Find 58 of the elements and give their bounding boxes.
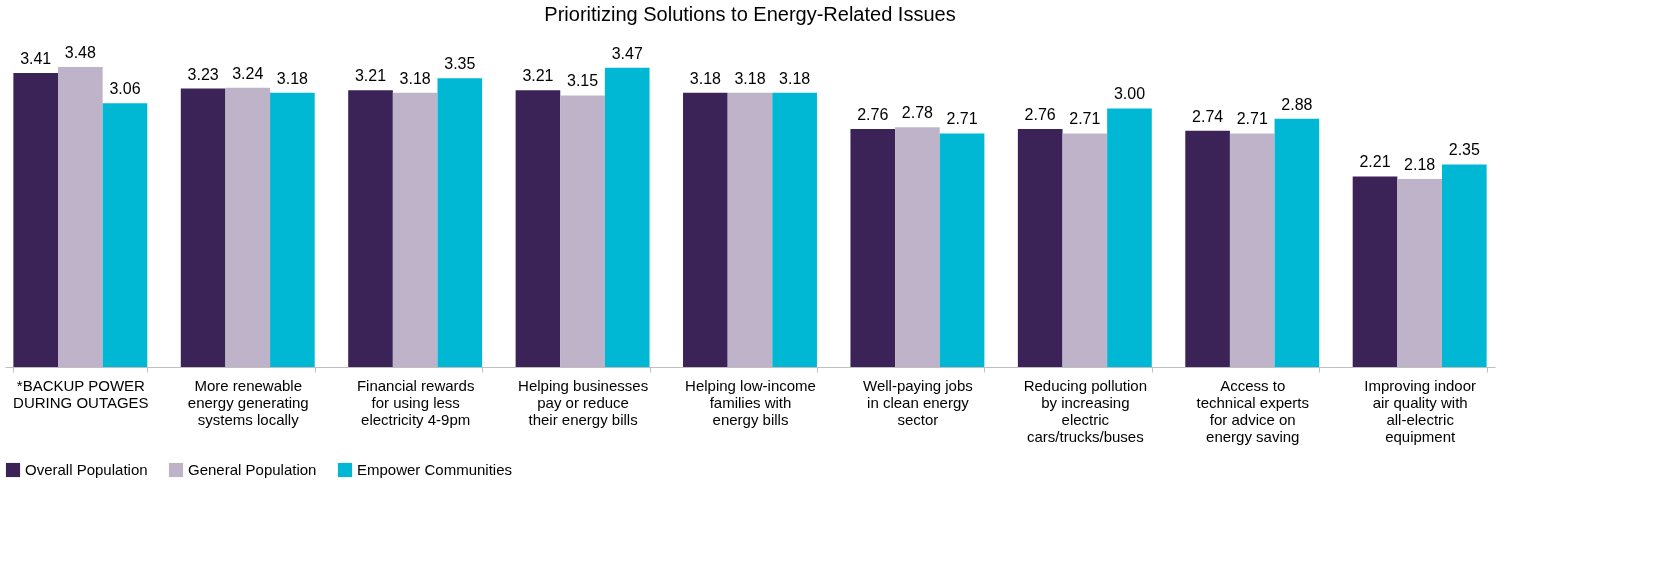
chart-title: Prioritizing Solutions to Energy-Related Issues <box>544 3 956 25</box>
data-label: 2.35 <box>1448 141 1480 159</box>
bar <box>437 78 483 367</box>
data-label: 2.18 <box>1404 156 1436 174</box>
bar <box>1107 108 1152 367</box>
x-tick-label: Reducing pollution by increasing electric cars/trucks/buses <box>1023 376 1148 445</box>
bar <box>180 88 226 367</box>
x-tick-label: Financial rewards for using less electricity 4-9pm <box>356 376 475 428</box>
data-label: 2.78 <box>901 104 934 122</box>
data-label: 3.21 <box>354 67 387 85</box>
data-label: 3.18 <box>734 69 766 87</box>
data-label: 3.23 <box>187 65 219 83</box>
x-tick-label: *BACKUP POWER DURING OUTAGES <box>13 376 149 411</box>
bar <box>683 92 728 367</box>
bar <box>604 67 650 367</box>
bar <box>13 73 59 367</box>
data-label: 3.18 <box>689 69 722 87</box>
data-label: 3.18 <box>276 69 309 87</box>
bar <box>1274 118 1320 367</box>
data-label: 3.24 <box>232 64 264 82</box>
x-tick-label: More renewable energy generating systems locally <box>187 376 309 428</box>
data-label: 2.71 <box>1069 110 1101 128</box>
data-label: 3.00 <box>1113 85 1146 103</box>
data-label: 2.88 <box>1281 95 1313 113</box>
data-label: 3.35 <box>444 55 476 73</box>
data-label: 2.76 <box>1024 106 1056 124</box>
bar <box>939 133 985 367</box>
data-label: 3.48 <box>64 44 97 61</box>
bar <box>270 92 315 367</box>
data-label: 2.21 <box>1359 153 1391 171</box>
data-label: 2.76 <box>857 106 889 124</box>
legend-label: Empower Communities <box>357 461 513 478</box>
data-label: 3.41 <box>20 50 52 68</box>
bar <box>1185 130 1230 367</box>
bar <box>102 103 148 367</box>
data-label: 3.21 <box>522 67 554 85</box>
data-label: 2.71 <box>946 110 978 128</box>
bar <box>850 129 896 367</box>
bar <box>1441 164 1487 367</box>
bar <box>772 92 817 367</box>
bar <box>1017 129 1063 367</box>
x-tick-label: Well-paying jobs in clean energy sector <box>863 376 973 428</box>
bar <box>515 90 561 367</box>
x-tick-label: Access to technical experts for advice on energy saving <box>1196 376 1310 445</box>
x-tick-label: Improving indoor air quality with all-electric equipment <box>1364 376 1477 445</box>
x-tick-label: Helping businesses pay or reduce their energy bills <box>518 376 649 428</box>
data-label: 3.06 <box>109 80 141 98</box>
data-label: 3.18 <box>399 69 431 87</box>
legend-label: Overall Population <box>25 461 148 478</box>
bar <box>348 90 393 367</box>
data-label: 2.74 <box>1192 107 1224 125</box>
data-label: 3.18 <box>779 69 811 87</box>
data-label: 3.15 <box>567 72 599 90</box>
bar <box>1352 176 1398 367</box>
data-label: 3.47 <box>611 44 643 62</box>
data-label: 2.71 <box>1236 110 1268 128</box>
x-tick-label: Helping low-income families with energy bills <box>685 376 816 428</box>
legend-label: General Population <box>188 461 317 478</box>
